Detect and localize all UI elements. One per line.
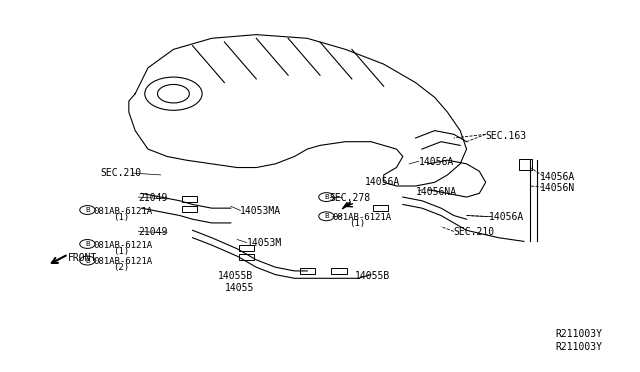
- Bar: [373, 205, 388, 211]
- Bar: [332, 268, 347, 274]
- Text: (1): (1): [113, 247, 129, 256]
- Polygon shape: [342, 203, 351, 209]
- Text: 14056A: 14056A: [365, 177, 400, 187]
- Bar: [182, 196, 197, 202]
- Bar: [239, 245, 254, 251]
- Text: (1): (1): [349, 219, 365, 228]
- Text: (1): (1): [113, 213, 129, 222]
- Text: B: B: [85, 257, 90, 264]
- Text: SEC.210: SEC.210: [100, 168, 141, 178]
- Text: 14055: 14055: [225, 283, 254, 292]
- Text: FRONT: FRONT: [68, 253, 98, 263]
- Text: SEC.210: SEC.210: [454, 227, 495, 237]
- Text: 14056NA: 14056NA: [415, 186, 457, 196]
- Text: R211003Y: R211003Y: [556, 329, 603, 339]
- Text: B: B: [85, 241, 90, 247]
- Text: B: B: [85, 207, 90, 213]
- Bar: [182, 206, 197, 212]
- Bar: [300, 268, 315, 274]
- Text: R211003Y: R211003Y: [556, 342, 603, 352]
- Text: 14056A: 14056A: [540, 172, 575, 182]
- Text: 081AB-6121A: 081AB-6121A: [94, 206, 153, 216]
- Text: 081AB-6121A: 081AB-6121A: [94, 257, 153, 266]
- Text: 14055B: 14055B: [355, 272, 390, 282]
- Text: (2): (2): [113, 263, 129, 272]
- Text: SEC.163: SEC.163: [486, 131, 527, 141]
- Text: 14053M: 14053M: [246, 238, 282, 248]
- Text: 21049: 21049: [138, 227, 168, 237]
- Text: B: B: [324, 194, 329, 200]
- Text: 14056N: 14056N: [540, 183, 575, 193]
- Text: 14055B: 14055B: [218, 272, 253, 282]
- Text: SEC.278: SEC.278: [330, 193, 371, 203]
- Text: B: B: [324, 213, 329, 219]
- Bar: [239, 254, 254, 260]
- Text: 081AB-6121A: 081AB-6121A: [94, 241, 153, 250]
- Text: 21049: 21049: [138, 193, 168, 203]
- Text: 081AB-6121A: 081AB-6121A: [333, 213, 392, 222]
- Text: 14056A: 14056A: [419, 157, 454, 167]
- Text: 14053MA: 14053MA: [241, 206, 282, 216]
- Text: 14056A: 14056A: [489, 212, 524, 222]
